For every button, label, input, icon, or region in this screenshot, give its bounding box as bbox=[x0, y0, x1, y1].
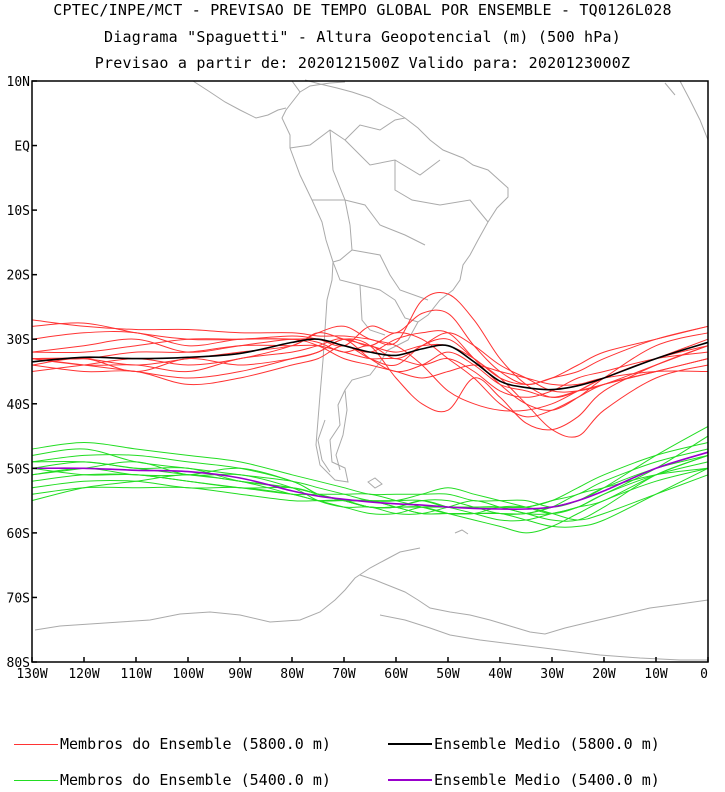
lon-tick-label: 120W bbox=[68, 667, 99, 682]
lat-tick-label: 10S bbox=[7, 204, 30, 219]
member-5800-line-2 bbox=[31, 309, 709, 386]
lon-tick-label: 10W bbox=[644, 667, 668, 682]
member-5400-line-6 bbox=[31, 467, 709, 528]
member-5400-line-5 bbox=[31, 454, 709, 522]
antarctica-coast bbox=[359, 574, 709, 635]
lat-tick-label: EQ bbox=[14, 140, 30, 155]
axis-ticks: 130W 120W 110W 100W 90W 80W 70W 60W 50W 40W 30W 20W… bbox=[7, 75, 709, 682]
legend-members-5800: Membros do Ensemble (5800.0 m) bbox=[14, 735, 331, 753]
member-5400-line-4 bbox=[31, 448, 709, 509]
lon-tick-label: 40W bbox=[488, 667, 512, 682]
country-borders bbox=[289, 117, 489, 336]
member-5800-line-7 bbox=[31, 338, 709, 431]
africa-coast bbox=[664, 80, 709, 141]
lon-tick-label: 60W bbox=[384, 667, 408, 682]
lon-tick-label: 90W bbox=[228, 667, 252, 682]
legend-mean-5800: Ensemble Medio (5800.0 m) bbox=[388, 735, 660, 753]
member-5800-line-10 bbox=[31, 338, 709, 438]
lon-tick-label: 0 bbox=[700, 667, 708, 682]
lat-tick-label: 80S bbox=[7, 656, 30, 671]
mean-5400-line bbox=[31, 451, 709, 510]
antarctica-interior bbox=[379, 614, 708, 661]
lat-tick-label: 40S bbox=[7, 398, 30, 413]
title-line-1: CPTEC/INPE/MCT - PREVISAO DE TEMPO GLOBA… bbox=[53, 1, 672, 19]
legend-swatch-members-5800 bbox=[14, 743, 58, 745]
legend-swatch-mean-5800 bbox=[388, 743, 432, 745]
ensemble-members-5800 bbox=[31, 292, 709, 438]
legend-swatch-members-5400 bbox=[14, 779, 58, 781]
member-5800-line-11 bbox=[31, 338, 709, 386]
legend-label-members-5400: Membros do Ensemble (5400.0 m) bbox=[60, 771, 331, 789]
legend-members-5400: Membros do Ensemble (5400.0 m) bbox=[14, 771, 331, 789]
legend-mean-5400: Ensemble Medio (5400.0 m) bbox=[388, 771, 660, 789]
lon-tick-label: 70W bbox=[332, 667, 356, 682]
member-5800-line-9 bbox=[31, 332, 709, 418]
ensemble-means bbox=[31, 338, 709, 510]
caribbean-coast bbox=[299, 81, 346, 93]
member-5400-line-12 bbox=[31, 442, 709, 515]
legend-label-mean-5800: Ensemble Medio (5800.0 m) bbox=[434, 735, 660, 753]
legend-swatch-mean-5400 bbox=[388, 779, 432, 781]
member-5800-line-1 bbox=[31, 292, 709, 398]
member-5400-line-9 bbox=[31, 467, 709, 534]
central-america-coast bbox=[192, 80, 287, 119]
lon-tick-label: 110W bbox=[120, 667, 151, 682]
lat-tick-label: 50S bbox=[7, 462, 30, 477]
lat-tick-label: 70S bbox=[7, 591, 30, 606]
falklands bbox=[367, 477, 383, 489]
title-line-2: Diagrama "Spaguetti" - Altura Geopotenci… bbox=[104, 28, 621, 46]
lat-tick-label: 10N bbox=[7, 75, 30, 90]
title-line-3: Previsao a partir de: 2020121500Z Valido… bbox=[94, 54, 631, 72]
spaghetti-map: 130W 120W 110W 100W 90W 80W 70W 60W 50W 40W 30W 20W… bbox=[7, 75, 709, 682]
coastlines bbox=[34, 79, 709, 661]
south-georgia bbox=[454, 529, 469, 535]
lon-tick-label: 130W bbox=[16, 667, 47, 682]
ensemble-members-5400 bbox=[31, 425, 709, 534]
antarctic-peninsula bbox=[34, 547, 421, 631]
member-5800-line-6 bbox=[31, 338, 709, 398]
mean-5800-line bbox=[31, 338, 709, 391]
lat-tick-label: 20S bbox=[7, 269, 30, 284]
lat-tick-label: 30S bbox=[7, 333, 30, 348]
member-5400-line-1 bbox=[31, 425, 709, 508]
lon-tick-label: 80W bbox=[280, 667, 304, 682]
south-america-coast bbox=[281, 79, 509, 483]
member-5800-line-5 bbox=[31, 344, 709, 398]
legend-label-mean-5400: Ensemble Medio (5400.0 m) bbox=[434, 771, 660, 789]
lon-tick-label: 30W bbox=[540, 667, 564, 682]
lon-tick-label: 20W bbox=[592, 667, 616, 682]
map-frame bbox=[31, 80, 709, 663]
patagonia-coast bbox=[317, 389, 348, 473]
lon-tick-label: 50W bbox=[436, 667, 460, 682]
lon-tick-label: 100W bbox=[172, 667, 203, 682]
legend-label-members-5800: Membros do Ensemble (5800.0 m) bbox=[60, 735, 331, 753]
lat-tick-label: 60S bbox=[7, 527, 30, 542]
member-5800-line-8 bbox=[31, 325, 709, 412]
member-5800-line-12 bbox=[31, 325, 709, 385]
